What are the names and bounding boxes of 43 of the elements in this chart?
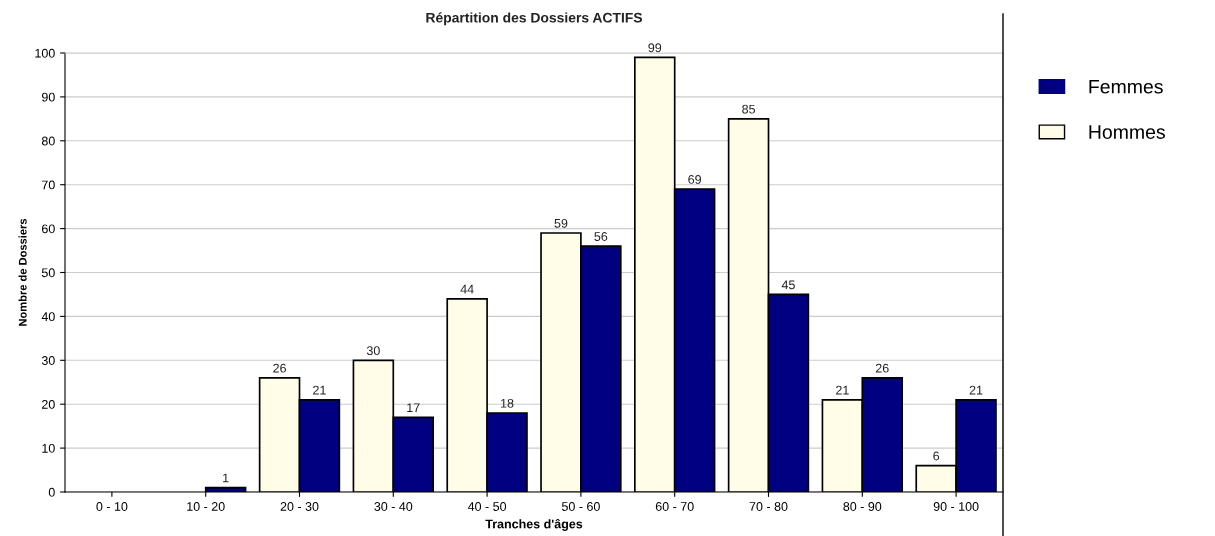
legend-label: Femmes [1089,79,1163,94]
y-tick-label: 70 [42,180,55,190]
x-tick-label: 60 - 70 [655,502,694,511]
chart-title: Répartition des Dossiers ACTIFS [426,12,643,26]
data-label: 44 [460,284,474,294]
x-tick-label: 10 - 20 [187,502,225,511]
data-label: 26 [273,363,286,373]
x-tick-label: 20 - 30 [280,502,319,511]
y-tick-label: 60 [42,224,55,234]
legend-label: Hommes [1089,125,1165,139]
data-label: 21 [836,385,849,395]
x-tick-label: 80 - 90 [843,502,882,511]
y-tick-label: 100 [35,48,55,58]
y-tick-label: 20 [42,400,55,409]
data-label: 26 [875,363,889,373]
data-label: 21 [313,385,326,395]
data-label: 17 [407,403,420,412]
data-label: 69 [688,174,701,184]
data-label: 45 [781,280,795,290]
x-tick-label: 90 - 100 [933,502,979,511]
y-tick-label: 90 [41,92,55,102]
y-axis-title: Nombre de Dossiers [18,218,27,326]
data-label: 18 [501,398,514,408]
data-label: 6 [933,451,940,461]
data-label: 99 [648,43,662,53]
data-label: 21 [969,385,983,395]
y-tick-label: 50 [41,268,55,278]
x-tick-label: 40 - 50 [467,502,507,511]
x-axis-title: Tranches d'âges [485,518,583,531]
y-tick-label: 40 [41,312,55,322]
data-label: 30 [366,346,380,356]
y-tick-label: 0 [48,487,55,497]
data-label: 85 [742,104,755,114]
x-tick-label: 70 - 80 [749,502,788,511]
data-label: 56 [594,232,608,241]
x-tick-label: 50 - 60 [561,502,600,511]
data-label: 59 [554,218,568,228]
y-tick-label: 10 [42,443,55,453]
x-tick-label: 30 - 40 [374,502,413,511]
x-tick-label: 0 - 10 [96,502,128,511]
y-tick-label: 80 [41,136,55,146]
data-label: 1 [223,473,229,483]
y-tick-label: 30 [41,356,55,365]
